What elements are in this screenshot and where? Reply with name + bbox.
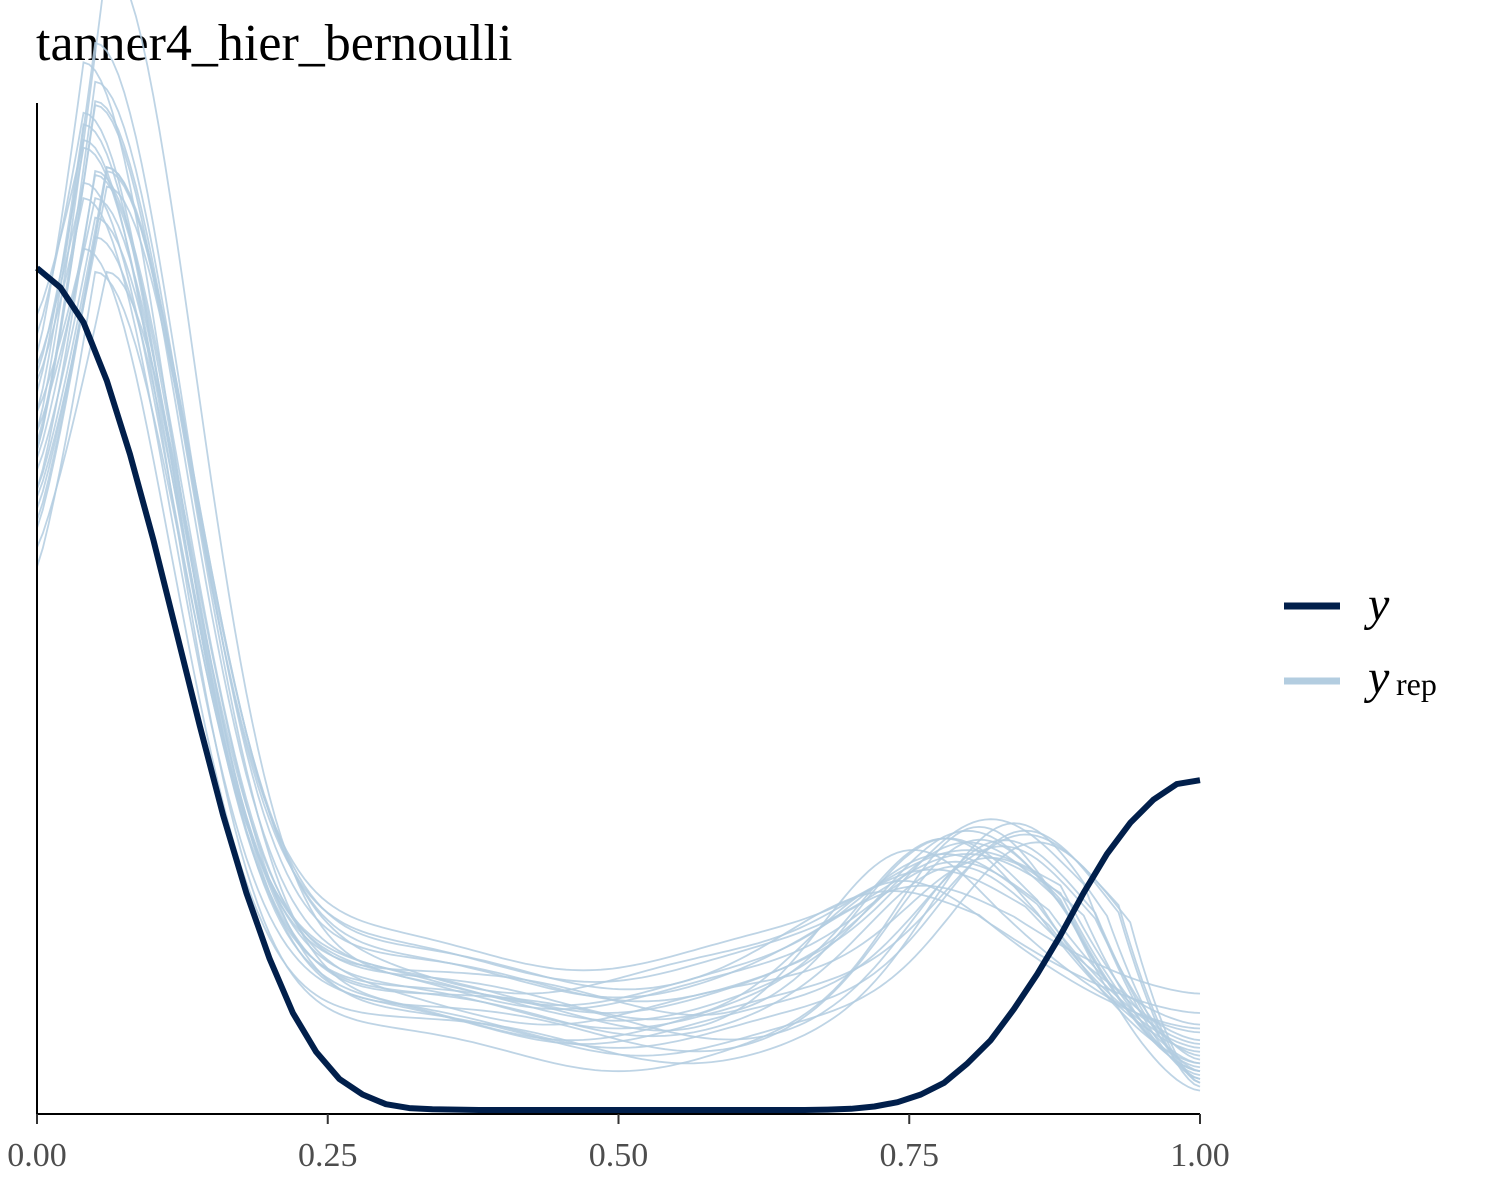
yrep-density-line — [36, 197, 1201, 1061]
yrep-density-line — [36, 103, 1201, 1069]
x-axis-ticks: 0.00 0.25 0.50 0.75 1.00 — [7, 1114, 1230, 1174]
yrep-density-line — [36, 197, 1201, 1073]
yrep-density-line — [36, 235, 1201, 1084]
yrep-density-line — [36, 181, 1201, 1045]
yrep-density-line — [36, 166, 1201, 1088]
yrep-series-group — [36, 0, 1201, 1092]
x-tick-label: 0.00 — [7, 1137, 67, 1174]
y-series-group — [35, 265, 1201, 1113]
x-tick-label: 0.75 — [880, 1137, 940, 1174]
legend-label-yrep-subscript: rep — [1396, 666, 1437, 702]
legend-label-yrep: y — [1363, 651, 1390, 704]
chart-title: tanner4_hier_bernoulli — [36, 15, 513, 72]
x-tick-label: 0.25 — [298, 1137, 358, 1174]
legend-label-y: y — [1363, 578, 1390, 631]
y-density-line — [35, 265, 1201, 1113]
yrep-density-line — [36, 100, 1201, 1057]
x-tick-label: 0.50 — [589, 1137, 649, 1174]
legend: y y rep — [1284, 578, 1437, 704]
yrep-density-line — [36, 138, 1201, 1092]
x-tick-label: 1.00 — [1170, 1137, 1230, 1174]
yrep-density-line — [36, 0, 1201, 1073]
yrep-density-line — [36, 123, 1201, 1065]
yrep-density-line — [36, 185, 1201, 1030]
yrep-density-line — [36, 169, 1201, 1076]
yrep-density-line — [36, 173, 1201, 1073]
